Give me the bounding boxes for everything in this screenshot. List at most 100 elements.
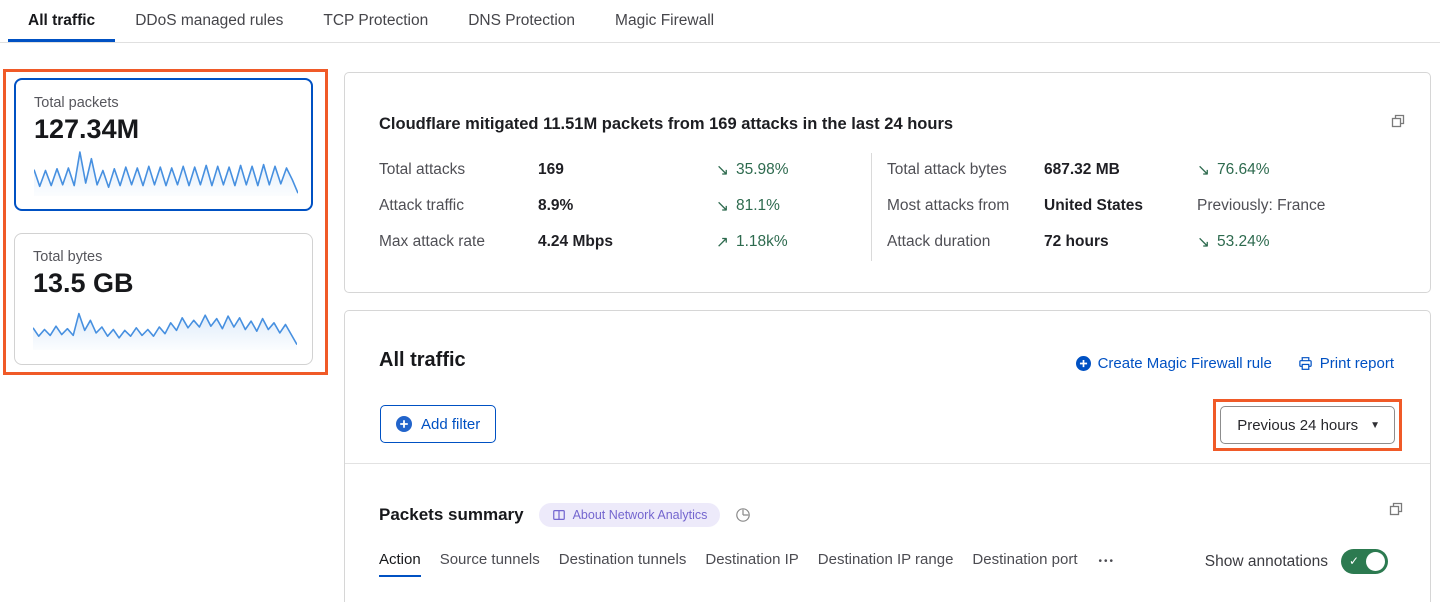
subtab-label: Destination port xyxy=(972,551,1078,568)
add-filter-button[interactable]: Add filter xyxy=(380,405,497,443)
copy-icon[interactable] xyxy=(1390,113,1406,129)
stat-delta: ↗ 1.18k% xyxy=(716,233,788,252)
printer-icon xyxy=(1299,357,1312,370)
traffic-header-links: Create Magic Firewall rule Print report xyxy=(1075,355,1394,372)
section-divider xyxy=(345,463,1430,464)
stat-value: 169 xyxy=(538,161,564,178)
tab-all-traffic[interactable]: All traffic xyxy=(8,0,116,42)
about-network-analytics-badge[interactable]: About Network Analytics xyxy=(538,503,721,527)
more-tabs-button[interactable]: ••• xyxy=(1096,551,1117,572)
trend-up-icon: ↗ xyxy=(716,233,729,251)
plus-circle-icon xyxy=(396,416,412,432)
stat-delta: ↘ 53.24% xyxy=(1197,233,1270,252)
top-tab-bar: All traffic DDoS managed rules TCP Prote… xyxy=(0,0,1440,43)
stat-label: Most attacks from xyxy=(887,197,1010,214)
subtab-destination-tunnels[interactable]: Destination tunnels xyxy=(559,551,687,577)
total-packets-sparkline xyxy=(33,150,299,196)
toggle-knob xyxy=(1366,552,1385,571)
create-magic-firewall-rule-link[interactable]: Create Magic Firewall rule xyxy=(1075,355,1272,372)
total-bytes-sparkline xyxy=(32,304,298,350)
metric-label: Total packets xyxy=(34,95,119,111)
show-annotations-label: Show annotations xyxy=(1204,552,1328,570)
subtab-destination-ip[interactable]: Destination IP xyxy=(705,551,798,577)
delta-value: Previously: France xyxy=(1197,197,1326,214)
trend-down-icon: ↘ xyxy=(1197,161,1210,179)
subtab-label: Destination IP xyxy=(705,551,799,568)
total-packets-card[interactable]: Total packets 127.34M xyxy=(14,78,313,211)
summary-stats-left: Total attacks 169 ↘ 35.98% Attack traffic… xyxy=(379,159,789,253)
delta-value: 76.64% xyxy=(1217,160,1270,178)
stat-delta: Previously: France xyxy=(1197,197,1325,215)
trend-down-icon: ↘ xyxy=(1197,233,1210,251)
section-title: All traffic xyxy=(379,349,466,371)
subtab-label: Source tunnels xyxy=(439,551,540,568)
stat-total-attack-bytes: Total attack bytes 687.32 MB ↘ 76.64% xyxy=(887,159,1325,181)
link-label: Print report xyxy=(1319,355,1394,372)
all-traffic-panel: All traffic Create Magic Firewall rule P… xyxy=(344,310,1431,602)
delta-value: 1.18k% xyxy=(736,232,788,250)
stat-value: 687.32 MB xyxy=(1044,161,1120,178)
show-annotations-toggle[interactable]: ✓ xyxy=(1341,549,1388,574)
annotation-highlight-time-range: Previous 24 hours ▼ xyxy=(1213,399,1402,451)
stat-label: Attack duration xyxy=(887,233,991,250)
tab-tcp-protection[interactable]: TCP Protection xyxy=(303,0,448,42)
stat-label: Total attack bytes xyxy=(887,161,1007,178)
stat-most-attacks-from: Most attacks from United States Previous… xyxy=(887,195,1325,217)
tab-dns-protection[interactable]: DNS Protection xyxy=(448,0,595,42)
metric-value: 13.5 GB xyxy=(33,268,134,298)
subtab-label: Destination tunnels xyxy=(558,551,687,568)
stat-max-attack-rate: Max attack rate 4.24 Mbps ↗ 1.18k% xyxy=(379,231,789,253)
time-range-dropdown[interactable]: Previous 24 hours ▼ xyxy=(1220,406,1395,444)
tab-label: DNS Protection xyxy=(468,12,576,29)
stat-delta: ↘ 76.64% xyxy=(1197,161,1270,180)
stat-attack-traffic: Attack traffic 8.9% ↘ 81.1% xyxy=(379,195,789,217)
packets-summary-tabs: Action Source tunnels Destination tunnel… xyxy=(379,551,1117,577)
show-annotations-control: Show annotations ✓ xyxy=(1205,549,1388,574)
packets-summary-header: Packets summary About Network Analytics xyxy=(379,503,751,527)
ellipsis-icon: ••• xyxy=(1098,556,1115,567)
delta-value: 53.24% xyxy=(1217,232,1270,250)
tab-label: DDoS managed rules xyxy=(135,12,284,29)
tab-label: Magic Firewall xyxy=(615,12,715,29)
attack-summary-panel: Cloudflare mitigated 11.51M packets from… xyxy=(344,72,1431,293)
packets-summary-title: Packets summary xyxy=(379,505,524,524)
total-bytes-card[interactable]: Total bytes 13.5 GB xyxy=(14,233,313,365)
tab-label: TCP Protection xyxy=(323,12,429,29)
subtab-label: Destination IP range xyxy=(817,551,954,568)
subtab-destination-port[interactable]: Destination port xyxy=(972,551,1077,577)
stat-label: Total attacks xyxy=(379,161,466,178)
stat-value: 4.24 Mbps xyxy=(538,233,613,250)
subtab-destination-ip-range[interactable]: Destination IP range xyxy=(818,551,954,577)
stat-value: United States xyxy=(1044,197,1144,214)
check-icon: ✓ xyxy=(1349,554,1360,568)
stat-label: Max attack rate xyxy=(379,233,485,250)
plus-circle-icon xyxy=(1075,356,1091,371)
delta-value: 35.98% xyxy=(736,160,789,178)
subtab-source-tunnels[interactable]: Source tunnels xyxy=(440,551,540,577)
copy-icon[interactable] xyxy=(1388,501,1404,517)
time-range-label: Previous 24 hours xyxy=(1237,416,1359,434)
print-report-link[interactable]: Print report xyxy=(1298,355,1394,372)
stats-divider xyxy=(871,153,872,261)
tab-magic-firewall[interactable]: Magic Firewall xyxy=(595,0,734,42)
delta-value: 81.1% xyxy=(736,196,780,214)
trend-down-icon: ↘ xyxy=(716,161,729,179)
metric-value: 127.34M xyxy=(34,114,140,144)
chevron-down-icon: ▼ xyxy=(1370,419,1380,431)
time-period-icon xyxy=(736,508,751,522)
subtab-action[interactable]: Action xyxy=(379,551,421,577)
trend-down-icon: ↘ xyxy=(716,197,729,215)
link-label: Create Magic Firewall rule xyxy=(1097,355,1272,372)
subtab-label: Action xyxy=(379,551,421,568)
metric-label: Total bytes xyxy=(33,249,103,265)
stat-total-attacks: Total attacks 169 ↘ 35.98% xyxy=(379,159,789,181)
tab-ddos-managed-rules[interactable]: DDoS managed rules xyxy=(115,0,303,42)
button-label: Add filter xyxy=(421,415,481,433)
stat-attack-duration: Attack duration 72 hours ↘ 53.24% xyxy=(887,231,1325,253)
tab-label: All traffic xyxy=(28,12,96,29)
book-icon xyxy=(552,510,565,520)
stat-value: 72 hours xyxy=(1044,233,1109,250)
badge-label: About Network Analytics xyxy=(572,508,708,522)
stat-label: Attack traffic xyxy=(379,197,464,214)
